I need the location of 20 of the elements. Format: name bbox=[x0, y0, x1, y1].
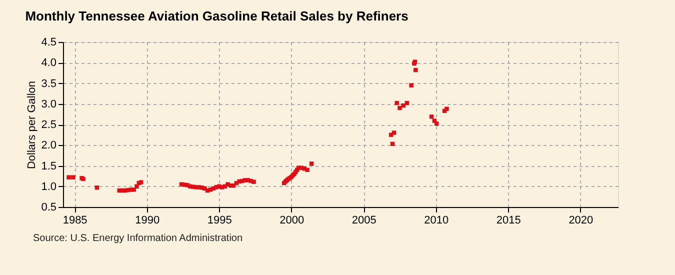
chart-title: Monthly Tennessee Aviation Gasoline Retail Sales by Refiners bbox=[25, 8, 408, 24]
x-tick-label: 1995 bbox=[207, 214, 232, 226]
y-tick-label: 3.0 bbox=[41, 98, 56, 110]
y-tick-label: 0.5 bbox=[41, 202, 56, 214]
x-tick-label: 2020 bbox=[568, 214, 594, 226]
y-axis-title: Dollars per Gallon bbox=[26, 80, 38, 170]
x-tick-label: 2015 bbox=[496, 214, 521, 226]
y-tick-label: 4.5 bbox=[41, 36, 56, 48]
x-tick-label: 2000 bbox=[280, 214, 304, 226]
x-tick-label: 2005 bbox=[352, 214, 376, 226]
y-tick-label: 4.0 bbox=[41, 57, 56, 70]
y-tick-label: 2.5 bbox=[41, 119, 56, 131]
y-tick-label: 1.0 bbox=[41, 180, 56, 193]
y-tick-label: 3.5 bbox=[41, 78, 56, 90]
y-tick-label: 1.5 bbox=[41, 160, 56, 172]
y-tick-label: 2.0 bbox=[41, 140, 56, 152]
x-tick-label: 2010 bbox=[424, 214, 449, 226]
x-tick-label: 1985 bbox=[62, 214, 88, 226]
source-note: Source: U.S. Energy Information Administration bbox=[33, 233, 243, 244]
x-tick-label: 1990 bbox=[135, 214, 160, 226]
